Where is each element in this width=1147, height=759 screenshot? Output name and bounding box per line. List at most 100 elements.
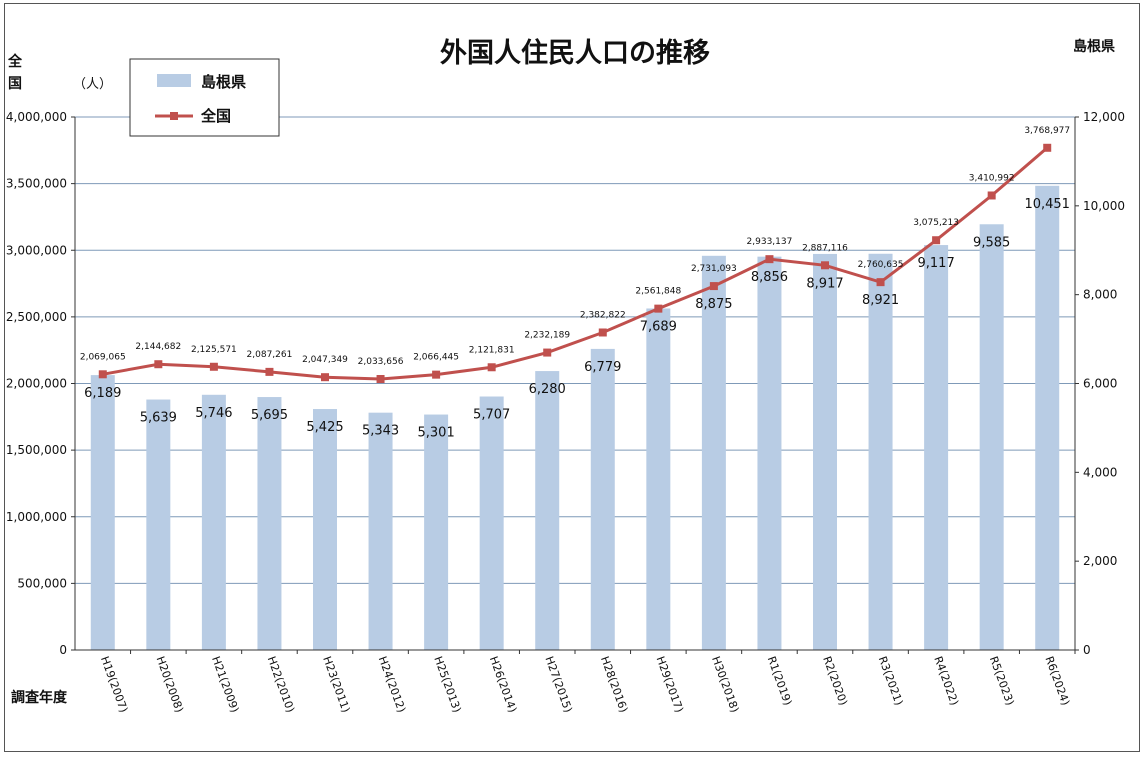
legend-box (129, 58, 280, 137)
national-value-label: 2,069,065 (80, 352, 126, 362)
x-tick-label: H23(2011) (320, 655, 352, 715)
x-tick-label: H21(2009) (209, 655, 241, 715)
x-tick-label: R3(2021) (876, 655, 906, 708)
bar-series (90, 185, 1060, 651)
left-tick-label: 0 (59, 643, 67, 657)
pref-value-label: 5,425 (306, 420, 343, 435)
bar-H20(2008) (146, 399, 171, 650)
national-value-label: 2,760,635 (858, 260, 904, 270)
national-value-label: 2,033,656 (358, 357, 404, 367)
bar-R5(2023) (979, 224, 1004, 651)
bar-R3(2021) (868, 253, 893, 650)
left-tick-label: 4,000,000 (6, 110, 67, 124)
right-tick-label: 8,000 (1083, 288, 1117, 302)
bar-H22(2010) (257, 397, 282, 650)
unit-label: （人） (73, 77, 112, 92)
gridlines (75, 116, 1075, 584)
line-marker-H21(2009) (209, 362, 218, 371)
right-tick-label: 10,000 (1083, 199, 1125, 213)
right-tick-label: 6,000 (1083, 377, 1117, 391)
national-value-label: 2,066,445 (413, 353, 459, 363)
line-marker-H20(2008) (154, 360, 163, 369)
bar-H19(2007) (90, 375, 115, 650)
pref-value-label: 9,585 (973, 235, 1010, 250)
x-tick-label: H22(2010) (265, 655, 297, 715)
pref-value-label: 5,695 (251, 408, 288, 423)
x-axis-title: 調査年度 (11, 689, 68, 706)
legend-bar-swatch (157, 74, 191, 87)
x-tick-label: H28(2016) (598, 655, 630, 715)
pref-value-label: 8,856 (751, 270, 788, 285)
line-marker-R2(2020) (821, 261, 829, 270)
national-value-label: 3,410,992 (969, 173, 1015, 183)
left-tick-label: 500,000 (17, 576, 67, 590)
line-marker-R4(2022) (932, 236, 941, 245)
bar-H23(2011) (313, 409, 337, 650)
x-tick-label: H26(2014) (487, 655, 519, 715)
pref-value-label: 5,707 (473, 408, 510, 423)
national-value-label: 3,075,213 (913, 218, 959, 228)
right-tick-label: 0 (1083, 643, 1091, 657)
pref-value-label: 6,189 (84, 386, 121, 401)
national-value-label: 2,047,349 (302, 355, 348, 365)
right-tick-label: 12,000 (1083, 110, 1125, 124)
line-marker-R6(2024) (1043, 143, 1052, 152)
bar-H25(2013) (424, 414, 449, 650)
line-marker-H28(2016) (598, 328, 607, 337)
x-tick-label: H30(2018) (709, 655, 741, 715)
x-tick-label: R1(2019) (765, 655, 795, 708)
x-tick-label: R6(2024) (1042, 655, 1072, 708)
right-axis-title: 島根県 (1073, 38, 1115, 55)
x-tick-label: H29(2017) (654, 655, 686, 715)
national-value-label: 2,887,116 (802, 243, 848, 253)
bar-H27(2015) (535, 371, 560, 650)
left-tick-label: 3,000,000 (6, 243, 67, 257)
national-value-label: 2,232,189 (524, 331, 570, 341)
left-tick-label: 2,500,000 (6, 310, 67, 324)
left-tick-label: 1,000,000 (6, 510, 67, 524)
pref-value-label: 9,117 (918, 256, 955, 271)
legend: 島根県 全国 (129, 58, 280, 137)
x-tick-label: H27(2015) (542, 655, 574, 715)
bar-H21(2009) (201, 394, 226, 650)
pref-value-label: 8,875 (695, 297, 732, 312)
national-value-label: 2,087,261 (247, 350, 293, 360)
bar-R4(2022) (924, 245, 949, 650)
x-tick-label: R5(2023) (987, 655, 1017, 708)
x-tick-label: H25(2013) (431, 655, 463, 715)
right-tick-label: 2,000 (1083, 554, 1117, 568)
pref-value-label: 8,921 (862, 293, 899, 308)
line-marker-R3(2021) (876, 278, 885, 287)
line-marker-H27(2015) (543, 348, 552, 357)
x-tick-label: H19(2007) (98, 655, 130, 715)
line-marker-H22(2010) (265, 367, 274, 376)
right-tick-label: 4,000 (1083, 465, 1117, 479)
pref-value-label: 8,917 (806, 276, 843, 291)
pref-value-label: 7,689 (640, 320, 677, 335)
line-marker-H25(2013) (432, 370, 441, 379)
chart-svg: 0 500,000 1,000,000 1,500,000 2,000,000 2,500… (6, 37, 1125, 715)
national-value-label: 2,933,137 (747, 237, 793, 247)
chart-title: 外国人住民人口の推移 (440, 37, 710, 69)
x-tick-label: H24(2012) (376, 655, 408, 715)
left-tick-label: 3,500,000 (6, 177, 67, 191)
bar-H28(2016) (590, 348, 615, 650)
line-marker-H29(2017) (654, 304, 663, 313)
line-series (98, 143, 1052, 384)
legend-label-pref: 島根県 (201, 73, 246, 91)
bar-R2(2020) (813, 253, 837, 650)
pref-value-label: 10,451 (1024, 197, 1070, 212)
left-axis-title-1: 全 (7, 53, 23, 70)
bar-R6(2024) (1035, 185, 1060, 650)
line-marker-H30(2018) (709, 282, 718, 291)
pref-value-label: 5,343 (362, 424, 399, 439)
pref-value-label: 5,746 (195, 406, 232, 421)
x-tick-label: R2(2020) (820, 655, 850, 708)
national-value-label: 3,768,977 (1024, 126, 1070, 136)
legend-line-marker (170, 112, 178, 120)
pref-value-label: 5,639 (140, 411, 177, 426)
left-tick-label: 1,500,000 (6, 443, 67, 457)
national-value-label: 2,561,848 (635, 287, 681, 297)
data-labels: 2,069,065 2,144,682 2,125,571 2,087,261 2,04… (80, 126, 1070, 441)
legend-label-national: 全国 (200, 107, 231, 125)
